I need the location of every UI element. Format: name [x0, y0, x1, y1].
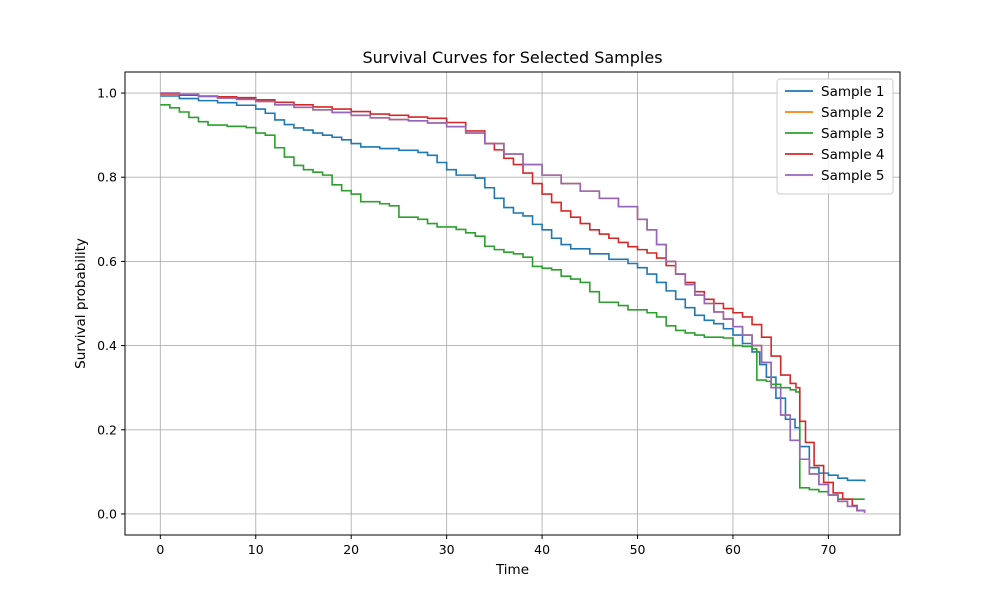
y-tick-label: 0.6 — [97, 254, 117, 269]
y-axis-ticks: 0.0 0.2 0.4 0.6 0.8 1.0 — [97, 86, 125, 521]
y-tick-label: 0.8 — [97, 170, 117, 185]
legend-label: Sample 1 — [821, 84, 885, 100]
legend: Sample 1 Sample 2 Sample 3 Sample 4 Sample 5 — [776, 78, 894, 195]
y-tick-label: 1.0 — [97, 86, 117, 101]
x-tick-label: 40 — [534, 542, 550, 557]
legend-label: Sample 4 — [821, 147, 885, 163]
series-line-1 — [160, 95, 866, 482]
x-tick-label: 60 — [725, 542, 741, 557]
series-layer — [160, 92, 866, 513]
legend-box — [776, 78, 894, 195]
chart-title: Survival Curves for Selected Samples — [362, 48, 662, 67]
x-axis-label: Time — [495, 562, 529, 578]
legend-label: Sample 2 — [821, 105, 885, 121]
y-tick-label: 0.4 — [97, 338, 117, 353]
x-tick-label: 70 — [820, 542, 836, 557]
x-tick-label: 10 — [248, 542, 264, 557]
series-line-3 — [160, 104, 865, 501]
plot-area — [160, 92, 866, 513]
legend-label: Sample 3 — [821, 126, 885, 142]
y-tick-label: 0.2 — [97, 422, 117, 437]
x-tick-label: 30 — [439, 542, 455, 557]
series-line-5 — [160, 92, 866, 513]
x-tick-label: 20 — [343, 542, 359, 557]
series-line-4 — [160, 93, 866, 513]
x-axis-ticks: 0 10 20 30 40 50 60 70 — [156, 535, 836, 557]
x-tick-label: 50 — [630, 542, 646, 557]
legend-label: Sample 5 — [821, 168, 885, 184]
y-tick-label: 0.0 — [97, 506, 117, 521]
y-axis-label: Survival probability — [73, 238, 89, 369]
plot-frame — [124, 71, 901, 536]
x-tick-label: 0 — [156, 542, 164, 557]
